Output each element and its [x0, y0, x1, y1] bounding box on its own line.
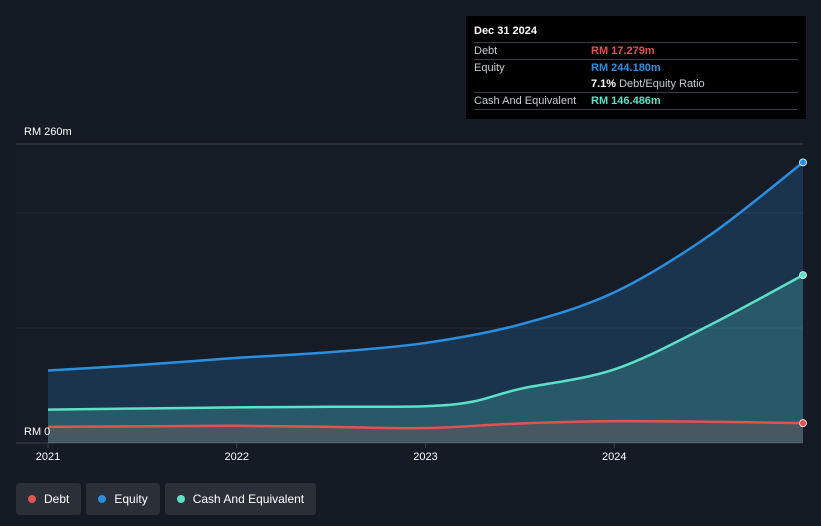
tooltip-value: RM 146.486m: [591, 95, 661, 107]
tooltip-date: Dec 31 2024: [474, 25, 537, 37]
end-point-equity: [799, 158, 807, 167]
area-cash-and-equivalent: [48, 275, 803, 443]
series-end-points: [799, 158, 807, 428]
legend-label: Equity: [114, 492, 148, 506]
tooltip-ratio-label: Debt/Equity Ratio: [619, 78, 705, 90]
x-tick-label: 2024: [602, 451, 626, 463]
area-equity: [48, 162, 803, 443]
legend-dot-icon: [98, 495, 107, 503]
end-point-debt: [799, 419, 807, 428]
y-label-top: RM 260m: [24, 126, 72, 138]
tooltip-row-cash: Cash And Equivalent RM 146.486m: [474, 92, 798, 109]
legend-item-cash[interactable]: Cash And Equivalent: [164, 483, 317, 515]
legend-label: Cash And Equivalent: [192, 492, 305, 506]
legend-item-debt[interactable]: Debt: [16, 483, 82, 515]
tooltip-bottom-divider: [474, 109, 798, 111]
legend-dot-icon: [176, 495, 185, 503]
plot-background: [16, 144, 803, 443]
end-point-cash-and-equivalent: [799, 271, 807, 280]
tooltip-label: Cash And Equivalent: [474, 95, 577, 107]
line-debt: [47, 419, 804, 430]
series-lines: [47, 161, 804, 430]
tooltip-row-equity: Equity RM 244.180m: [474, 59, 798, 76]
line-cash-and-equivalent: [47, 273, 804, 411]
tooltip-row-debt: Debt RM 17.279m: [474, 42, 798, 59]
tooltip-value: 7.1%: [591, 78, 617, 90]
legend-label: Debt: [44, 492, 70, 506]
legend-item-equity[interactable]: Equity: [86, 483, 160, 515]
x-tick-label: 2021: [36, 451, 60, 463]
x-tick-label: 2022: [225, 451, 249, 463]
line-equity: [47, 161, 804, 372]
tooltip-value: RM 17.279m: [591, 45, 655, 57]
tooltip-row-ratio: 7.1% Debt/Equity Ratio: [474, 76, 798, 92]
grid-lines: [16, 143, 803, 448]
axis-labels: RM 260m RM 0 2021 2022 2023 2024: [24, 126, 626, 463]
tooltip-label: Debt: [474, 45, 498, 57]
tooltip-panel: Dec 31 2024 Debt RM 17.279m Equity RM 24…: [466, 16, 806, 119]
tooltip-label: Equity: [474, 62, 505, 74]
tooltip-value: RM 244.180m: [591, 62, 661, 74]
legend: Debt Equity Cash And Equivalent: [16, 483, 317, 515]
legend-dot-icon: [28, 495, 36, 503]
y-label-zero: RM 0: [24, 426, 50, 438]
x-tick-label: 2023: [413, 451, 437, 463]
